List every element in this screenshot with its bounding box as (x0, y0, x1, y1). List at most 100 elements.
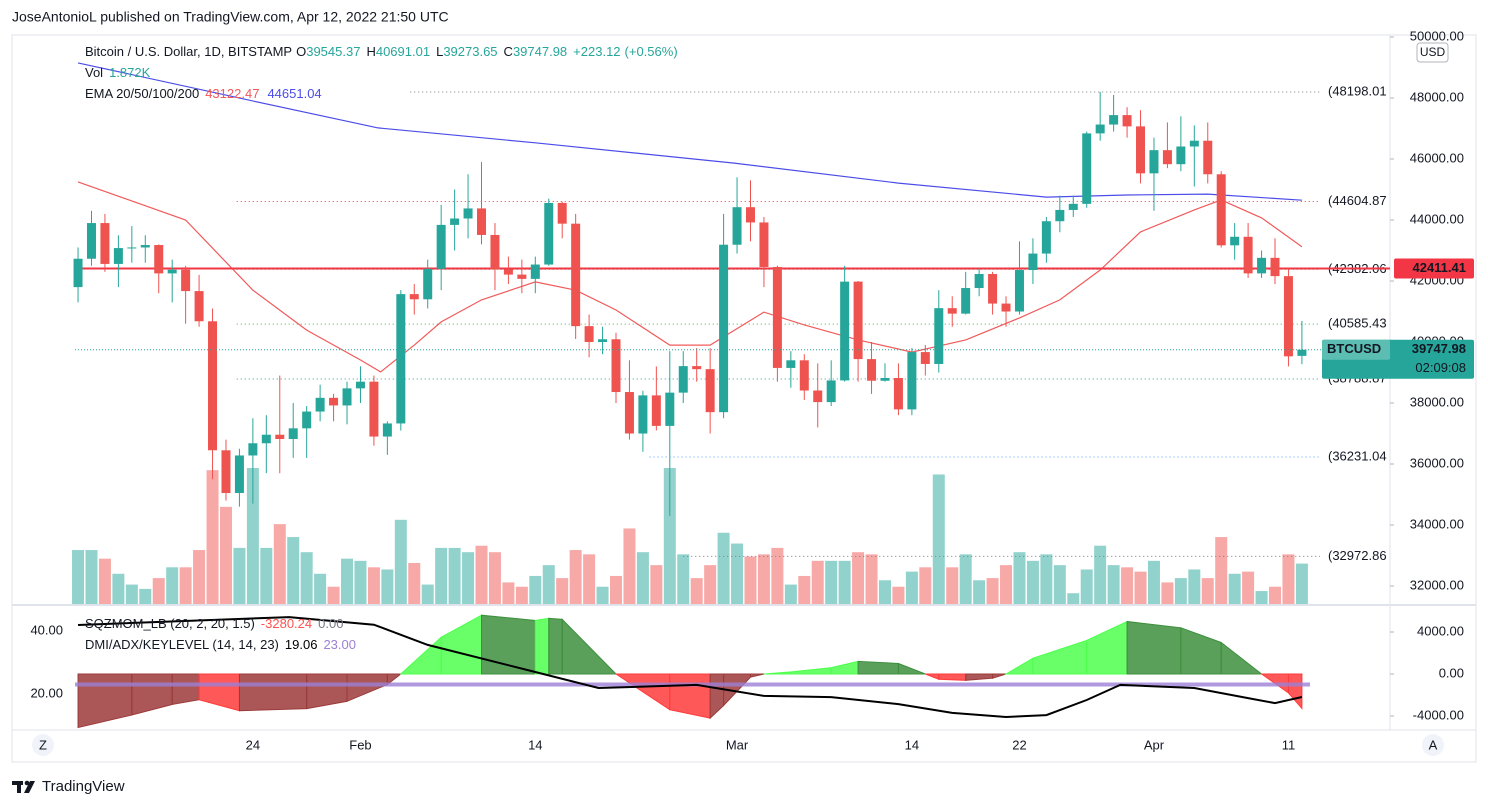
candle-body (382, 423, 392, 437)
candle-body (571, 223, 581, 327)
volume-bar (811, 560, 824, 604)
candle-body (840, 281, 850, 381)
candle-body (799, 360, 809, 391)
x-tick-label: 14 (528, 737, 542, 752)
volume-bar (1188, 569, 1201, 604)
legend-line: Vol 1.872K (85, 65, 151, 80)
x-tick-label: Apr (1144, 737, 1165, 752)
volume-bar (744, 556, 757, 604)
legend-item: 39747.98 (513, 44, 567, 59)
zoom-button[interactable] (32, 734, 54, 756)
y-tick-label: 44000.00 (1410, 211, 1464, 226)
indicator-pane (75, 614, 1310, 729)
volume-bar (825, 560, 838, 604)
symbol-box (1322, 339, 1390, 360)
volume-bar (1161, 582, 1174, 604)
volume-bar (98, 558, 111, 604)
volume-bar (152, 578, 165, 604)
volume-bar (85, 550, 98, 604)
volume-bar (206, 470, 219, 604)
chart-frame (11, 34, 1477, 763)
candle-body (651, 395, 661, 426)
volume-bar (475, 545, 488, 604)
candle-body (557, 202, 567, 224)
volume-bar (421, 584, 434, 604)
volume-bar (367, 567, 380, 604)
momentum-area (131, 673, 173, 716)
candle-body (826, 380, 836, 403)
volume-bar (72, 550, 85, 604)
candle-body (490, 234, 500, 270)
legend-item: H (366, 44, 375, 59)
candle-body (974, 273, 984, 289)
ema-line (77, 181, 1303, 373)
candle-body (1189, 140, 1199, 147)
volume-bar (959, 554, 972, 604)
momentum-area (198, 673, 240, 712)
legend-item: SQZMOM_LB (20, 2, 20, 1.5) (85, 616, 255, 631)
candle-body (1176, 146, 1186, 165)
volume-bar (1107, 565, 1120, 604)
volume-bar (1040, 554, 1053, 604)
candle-body (154, 245, 164, 274)
candle-body (732, 207, 742, 245)
candle-body (719, 244, 729, 413)
momentum-area (77, 673, 133, 729)
legend-line: DMI/ADX/KEYLEVEL (14, 14, 23) 19.06 23.00 (85, 637, 356, 652)
volume-bar (193, 550, 206, 604)
volume-bar (757, 554, 770, 604)
candle-body (261, 434, 271, 444)
candle-body (1283, 276, 1293, 357)
momentum-area (1287, 673, 1303, 710)
axis-unit-box (1416, 42, 1449, 63)
candle-body (867, 359, 877, 381)
candle-body (1001, 303, 1011, 312)
zoom-button-label[interactable]: Z (39, 737, 47, 752)
auto-scale-button[interactable] (1422, 734, 1444, 756)
y-tick-label: 46000.00 (1410, 150, 1464, 165)
candle-body (759, 222, 769, 267)
auto-scale-label[interactable]: A (1429, 737, 1438, 752)
candle-body (530, 264, 540, 279)
ema-line (77, 62, 1302, 201)
momentum-area (925, 673, 940, 680)
candle-body (1068, 203, 1078, 210)
y-tick-label: 38000.00 (1410, 394, 1464, 409)
legend-item: Bitcoin / U.S. Dollar, 1D, BITSTAMP (85, 44, 292, 59)
momentum-area (965, 673, 994, 681)
volume-bar (327, 586, 340, 604)
legend-item: 43122.47 (205, 86, 259, 101)
legend-item: -3280.24 (261, 616, 312, 631)
momentum-area (548, 617, 563, 675)
volume-bar (1255, 591, 1268, 604)
symbol-label: BTCUSD (1327, 341, 1381, 356)
legend-item: 40691.01 (376, 44, 430, 59)
candle-body (329, 397, 339, 406)
legend-item: 39545.37 (306, 44, 360, 59)
volume-bar (677, 554, 690, 604)
volume-bar (1174, 578, 1187, 604)
candle-body (786, 360, 796, 368)
volume-bar (273, 524, 286, 604)
candle-body (961, 288, 971, 314)
volume-bar (112, 573, 125, 604)
momentum-area (897, 662, 926, 675)
momentum-area (1126, 620, 1182, 675)
candle-body (880, 377, 890, 381)
y2-tick-label: 20.00 (30, 685, 63, 700)
volume-bar (663, 468, 676, 604)
candle-body (86, 223, 96, 259)
candle-body (1230, 236, 1240, 246)
candle-body (450, 218, 460, 225)
volume-bar (300, 552, 313, 604)
volume-bar (852, 552, 865, 604)
candle-body (315, 397, 325, 412)
volume-bar (179, 567, 192, 604)
volume-bar (865, 554, 878, 604)
volume-bar (919, 567, 932, 604)
volume-bar (139, 588, 152, 604)
legend: Bitcoin / U.S. Dollar, 1D, BITSTAMP O3954… (85, 44, 678, 652)
volume-bar (502, 582, 515, 604)
